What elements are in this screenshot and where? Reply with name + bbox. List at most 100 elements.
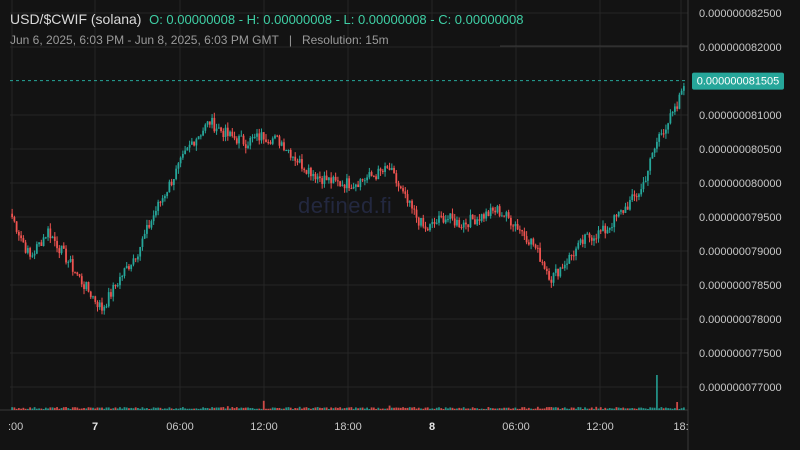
candle-body bbox=[575, 248, 577, 257]
candle-body bbox=[516, 223, 519, 230]
volume-bar bbox=[105, 407, 108, 410]
candle-body bbox=[274, 135, 276, 139]
candle-body bbox=[271, 138, 274, 144]
volume-bar bbox=[289, 407, 292, 410]
volume-bar bbox=[181, 407, 184, 410]
candle-body bbox=[444, 219, 447, 223]
volume-bar bbox=[215, 407, 218, 410]
candle-body bbox=[283, 142, 285, 151]
candle-body bbox=[626, 206, 629, 210]
volume-bar bbox=[584, 407, 586, 410]
candle-body bbox=[62, 245, 65, 249]
volume-bar bbox=[188, 408, 191, 410]
candle-body bbox=[467, 224, 470, 228]
volume-bar bbox=[608, 408, 611, 410]
candle-body bbox=[213, 117, 216, 132]
candle-body bbox=[433, 222, 436, 224]
volume-bar bbox=[653, 407, 656, 410]
volume-bar bbox=[157, 407, 160, 410]
candle-body bbox=[442, 215, 445, 223]
candle-body bbox=[494, 210, 497, 213]
candle-body bbox=[680, 90, 683, 95]
candle-body bbox=[658, 134, 661, 142]
candle-body bbox=[94, 296, 97, 302]
volume-bar bbox=[494, 408, 497, 410]
volume-bar bbox=[271, 407, 274, 410]
volume-bar bbox=[449, 407, 452, 410]
volume-bar bbox=[33, 407, 36, 410]
volume-bar bbox=[530, 408, 533, 410]
candle-body bbox=[231, 131, 234, 137]
candle-body bbox=[141, 238, 144, 247]
volume-bar bbox=[624, 408, 627, 410]
volume-bar bbox=[451, 407, 454, 410]
volume-bar bbox=[11, 407, 14, 410]
volume-bar bbox=[559, 408, 562, 410]
y-tick-label: 0.000000079000 bbox=[699, 246, 782, 258]
volume-bar bbox=[438, 407, 440, 410]
volume-bar bbox=[406, 407, 409, 410]
volume-bar bbox=[638, 407, 640, 410]
candle-body bbox=[420, 218, 422, 226]
candle-body bbox=[11, 213, 14, 218]
volume-bar bbox=[595, 406, 598, 410]
y-tick-label: 0.000000079500 bbox=[699, 212, 782, 224]
volume-bar bbox=[139, 408, 142, 410]
volume-bar bbox=[350, 407, 353, 410]
candle-body bbox=[186, 147, 189, 151]
candle-body bbox=[507, 212, 510, 218]
volume-bar bbox=[345, 407, 348, 410]
volume-bar bbox=[474, 408, 476, 410]
volume-bar bbox=[224, 408, 227, 410]
volume-bar bbox=[503, 407, 506, 410]
candle-body bbox=[372, 175, 375, 177]
candle-body bbox=[478, 219, 481, 221]
volume-bar bbox=[563, 407, 566, 410]
volume-bar bbox=[375, 408, 377, 410]
volume-bar bbox=[175, 408, 178, 410]
candle-body bbox=[431, 222, 434, 225]
candle-body bbox=[33, 253, 36, 256]
volume-bar bbox=[24, 408, 27, 410]
candle-body bbox=[38, 242, 40, 245]
candle-body bbox=[226, 127, 229, 136]
volume-bar bbox=[429, 408, 431, 410]
volume-bar bbox=[62, 407, 65, 410]
candle-body bbox=[548, 271, 550, 280]
candle-body bbox=[150, 221, 153, 228]
candle-body bbox=[498, 206, 501, 216]
candle-body bbox=[611, 227, 613, 229]
volume-bar bbox=[235, 407, 238, 410]
volume-bar bbox=[53, 407, 56, 410]
volume-bar bbox=[570, 407, 573, 410]
candle-body bbox=[89, 291, 92, 298]
volume-bar bbox=[229, 408, 231, 410]
candle-body bbox=[399, 186, 402, 189]
volume-bar bbox=[13, 407, 16, 410]
volume-bar bbox=[40, 408, 43, 410]
candle-body bbox=[175, 168, 178, 180]
volume-bar bbox=[220, 407, 222, 410]
volume-bar bbox=[548, 407, 550, 410]
volume-bar bbox=[186, 408, 189, 410]
volume-bar bbox=[69, 408, 72, 410]
candle-body bbox=[617, 211, 620, 217]
candle-body bbox=[159, 201, 162, 203]
candle-body bbox=[155, 210, 157, 216]
volume-bar bbox=[80, 408, 83, 410]
volume-bar bbox=[301, 408, 303, 410]
volume-bar bbox=[415, 408, 418, 410]
candle-body bbox=[343, 184, 346, 189]
volume-bar bbox=[17, 408, 20, 410]
candle-body bbox=[40, 242, 43, 246]
candle-body bbox=[235, 138, 238, 144]
candle-body bbox=[168, 181, 171, 193]
candle-body bbox=[74, 271, 76, 273]
volume-bar bbox=[343, 408, 346, 410]
candle-body bbox=[370, 172, 373, 176]
volume-bar bbox=[92, 407, 94, 410]
volume-bar bbox=[163, 408, 166, 410]
candle-body bbox=[325, 175, 328, 181]
